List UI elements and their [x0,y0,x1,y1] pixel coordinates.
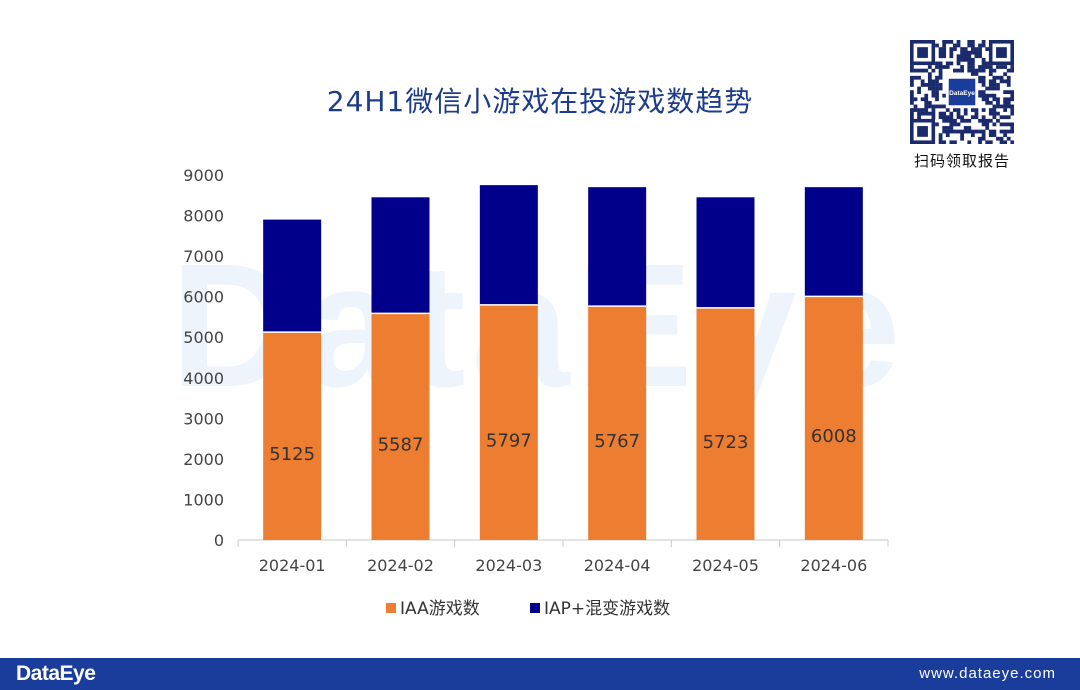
x-tick-label: 2024-03 [475,556,542,575]
y-tick-label: 3000 [183,409,224,428]
footer-website-url[interactable]: www.dataeye.com [919,665,1056,682]
y-tick-label: 5000 [183,328,224,347]
svg-text:DataEye: DataEye [949,90,975,97]
bar-data-label: 5723 [703,432,749,453]
footer-brand-logo: DataEye [16,662,96,685]
bar-iaa[interactable] [696,307,755,540]
y-tick-label: 6000 [183,288,224,307]
bar-data-label: 5767 [594,431,640,452]
bar-data-label: 6008 [811,426,857,447]
bar-iaa[interactable] [479,304,538,540]
bar-data-label: 5797 [486,430,532,451]
legend-label-iaa[interactable]: IAA游戏数 [400,599,480,619]
y-tick-label: 2000 [183,450,224,469]
bar-iaa[interactable] [804,296,863,540]
x-tick-label: 2024-06 [800,556,867,575]
bar-iaa[interactable] [263,332,322,540]
x-tick-label: 2024-04 [584,556,651,575]
y-tick-label: 4000 [183,369,224,388]
y-tick-label: 1000 [183,490,224,509]
qr-code[interactable]: DataEye [910,40,1014,144]
x-tick-label: 2024-02 [367,556,434,575]
bar-iaa[interactable] [588,306,647,540]
bar-iap[interactable] [263,219,322,333]
bar-data-label: 5587 [378,435,424,456]
x-tick-label: 2024-01 [259,556,326,575]
y-tick-label: 9000 [183,166,224,185]
bar-iap[interactable] [371,197,430,314]
legend-swatch-iaa [386,603,396,613]
bar-iaa[interactable] [371,313,430,540]
y-tick-label: 0 [214,531,224,550]
qr-block: DataEye 扫码领取报告 [906,40,1018,171]
bar-iap[interactable] [804,187,863,297]
x-tick-label: 2024-05 [692,556,759,575]
bar-data-label: 5125 [269,444,315,465]
legend-swatch-iap [530,603,540,613]
footer-bar: DataEye www.dataeye.com [0,658,1080,690]
y-tick-label: 8000 [183,207,224,226]
chart-title: 24H1微信小游戏在投游戏数趋势 [326,85,754,118]
legend-label-iap[interactable]: IAP+混变游戏数 [544,599,670,619]
y-tick-label: 7000 [183,247,224,266]
qr-caption: 扫码领取报告 [913,152,1010,170]
bar-iap[interactable] [588,187,647,307]
bar-iap[interactable] [696,197,755,308]
bar-iap[interactable] [479,185,538,305]
